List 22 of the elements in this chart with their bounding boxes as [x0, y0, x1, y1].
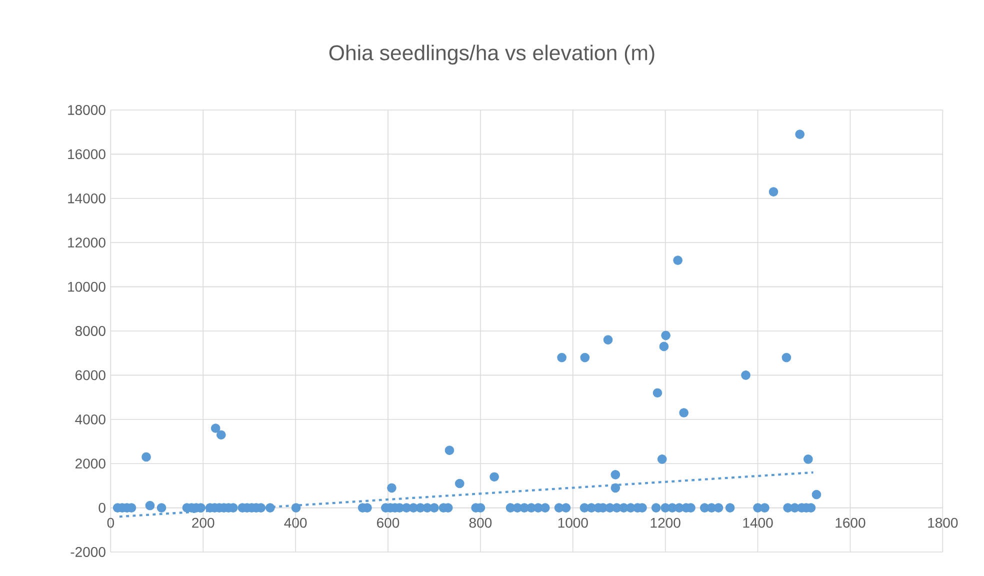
- y-tick-label: 10000: [68, 282, 106, 292]
- y-tick-label: 6000: [76, 370, 106, 380]
- x-tick-label: 1200: [650, 518, 680, 528]
- y-tick-label: 0: [98, 502, 106, 513]
- y-tick-label: 8000: [75, 326, 106, 336]
- x-tick-label: 400: [284, 518, 307, 528]
- y-tick-label: 16000: [68, 149, 106, 160]
- x-tick-label: 0: [107, 518, 114, 528]
- y-tick-label: 4000: [75, 414, 106, 424]
- x-tick-label: 200: [192, 518, 214, 528]
- x-tick-label: 1400: [743, 518, 773, 528]
- x-tick-label: 1000: [558, 518, 588, 528]
- x-tick-label: 600: [377, 518, 400, 528]
- x-tick-label: 1800: [928, 518, 958, 528]
- y-tick-label: 12000: [68, 238, 106, 248]
- x-tick-label: 1600: [836, 518, 866, 528]
- y-tick-label: -2000: [70, 547, 106, 557]
- chart-title: Ohia seedlings/ha vs elevation (m): [329, 44, 654, 65]
- y-tick-label: 18000: [68, 105, 106, 115]
- x-tick-label: 800: [469, 518, 492, 528]
- y-tick-label: 2000: [76, 458, 106, 469]
- y-tick-label: 14000: [68, 193, 106, 204]
